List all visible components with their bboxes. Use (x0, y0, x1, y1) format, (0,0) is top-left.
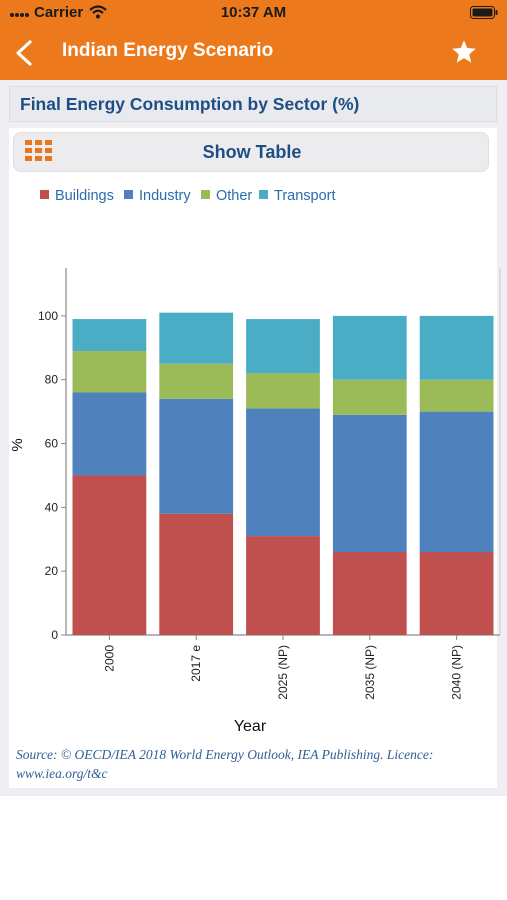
bar-segment-buildings (72, 475, 147, 635)
bottom-blank-area (0, 796, 507, 900)
star-icon[interactable] (450, 38, 478, 66)
show-table-label: Show Table (202, 142, 302, 162)
navigation-bar: Indian Energy Scenario (0, 26, 507, 80)
grid-icon (25, 140, 53, 164)
bar-segment-buildings (419, 552, 494, 635)
bar-segment-buildings (332, 552, 407, 635)
bar-segment-other (419, 379, 494, 412)
section-header: Final Energy Consumption by Sector (%) (9, 86, 497, 122)
legend-label: Buildings (55, 188, 114, 204)
y-tick-label: 80 (45, 373, 59, 387)
bar-segment-other (159, 363, 234, 399)
y-tick-label: 100 (38, 309, 58, 323)
source-note: Source: © OECD/IEA 2018 World Energy Out… (16, 747, 434, 781)
y-tick-label: 40 (45, 500, 59, 514)
bar-segment-transport (72, 319, 147, 351)
y-tick-label: 20 (45, 564, 59, 578)
bar-segment-transport (246, 319, 320, 374)
bar-segment-industry (419, 411, 494, 553)
battery-icon (470, 6, 498, 19)
x-tick-label: 2040 (NP) (450, 645, 464, 700)
top-bar: Carrier 10:37 AM Indian Energy Scenario (0, 0, 507, 80)
section-title: Final Energy Consumption by Sector (%) (20, 94, 360, 114)
show-table-button[interactable]: Show Table (13, 132, 489, 172)
x-tick-label: 2025 (NP) (276, 645, 290, 700)
wifi-icon (89, 5, 107, 19)
bar-segment-transport (332, 315, 407, 380)
legend-swatch (259, 190, 268, 199)
x-tick-label: 2017 e (189, 645, 203, 682)
status-bar: Carrier 10:37 AM (0, 0, 507, 26)
legend-swatch (40, 190, 49, 199)
bar-segment-transport (159, 312, 234, 364)
x-tick-label: 2035 (NP) (363, 645, 377, 700)
bar-segment-other (72, 350, 147, 393)
signal-icon (10, 13, 29, 17)
legend-swatch (124, 190, 133, 199)
bar-segment-other (246, 373, 320, 409)
legend-item-transport: Transport (259, 188, 336, 204)
bar-segment-industry (72, 392, 147, 476)
stacked-bar-chart: 0 20 40 60 80 100% 2000 2017 e 2025 (NP) 2035 (NP… (9, 268, 501, 735)
legend-label: Other (216, 188, 253, 204)
legend-item-other: Other (201, 188, 252, 204)
bar-segment-other (332, 379, 407, 415)
y-axis-label: % (9, 438, 26, 451)
legend-label: Industry (139, 188, 191, 204)
y-tick-label: 0 (51, 628, 58, 642)
bar-segment-buildings (246, 536, 320, 635)
bar-segment-industry (159, 398, 234, 514)
y-tick-label: 60 (45, 437, 59, 451)
screen-title: Indian Energy Scenario (62, 40, 274, 61)
back-chevron-icon[interactable] (10, 38, 40, 68)
legend-item-buildings: Buildings (40, 188, 114, 204)
clock-time: 10:37 AM (220, 4, 287, 21)
legend-item-industry: Industry (124, 188, 191, 204)
carrier-label: Carrier (34, 4, 84, 21)
bar-segment-industry (246, 408, 320, 537)
legend-swatch (201, 190, 210, 199)
x-tick-label: 2000 (102, 645, 116, 672)
legend-label: Transport (274, 188, 336, 204)
bar-segment-buildings (159, 513, 234, 635)
bar-segment-transport (419, 315, 494, 380)
x-axis-label: Year (234, 718, 267, 735)
bar-segment-industry (332, 414, 407, 553)
